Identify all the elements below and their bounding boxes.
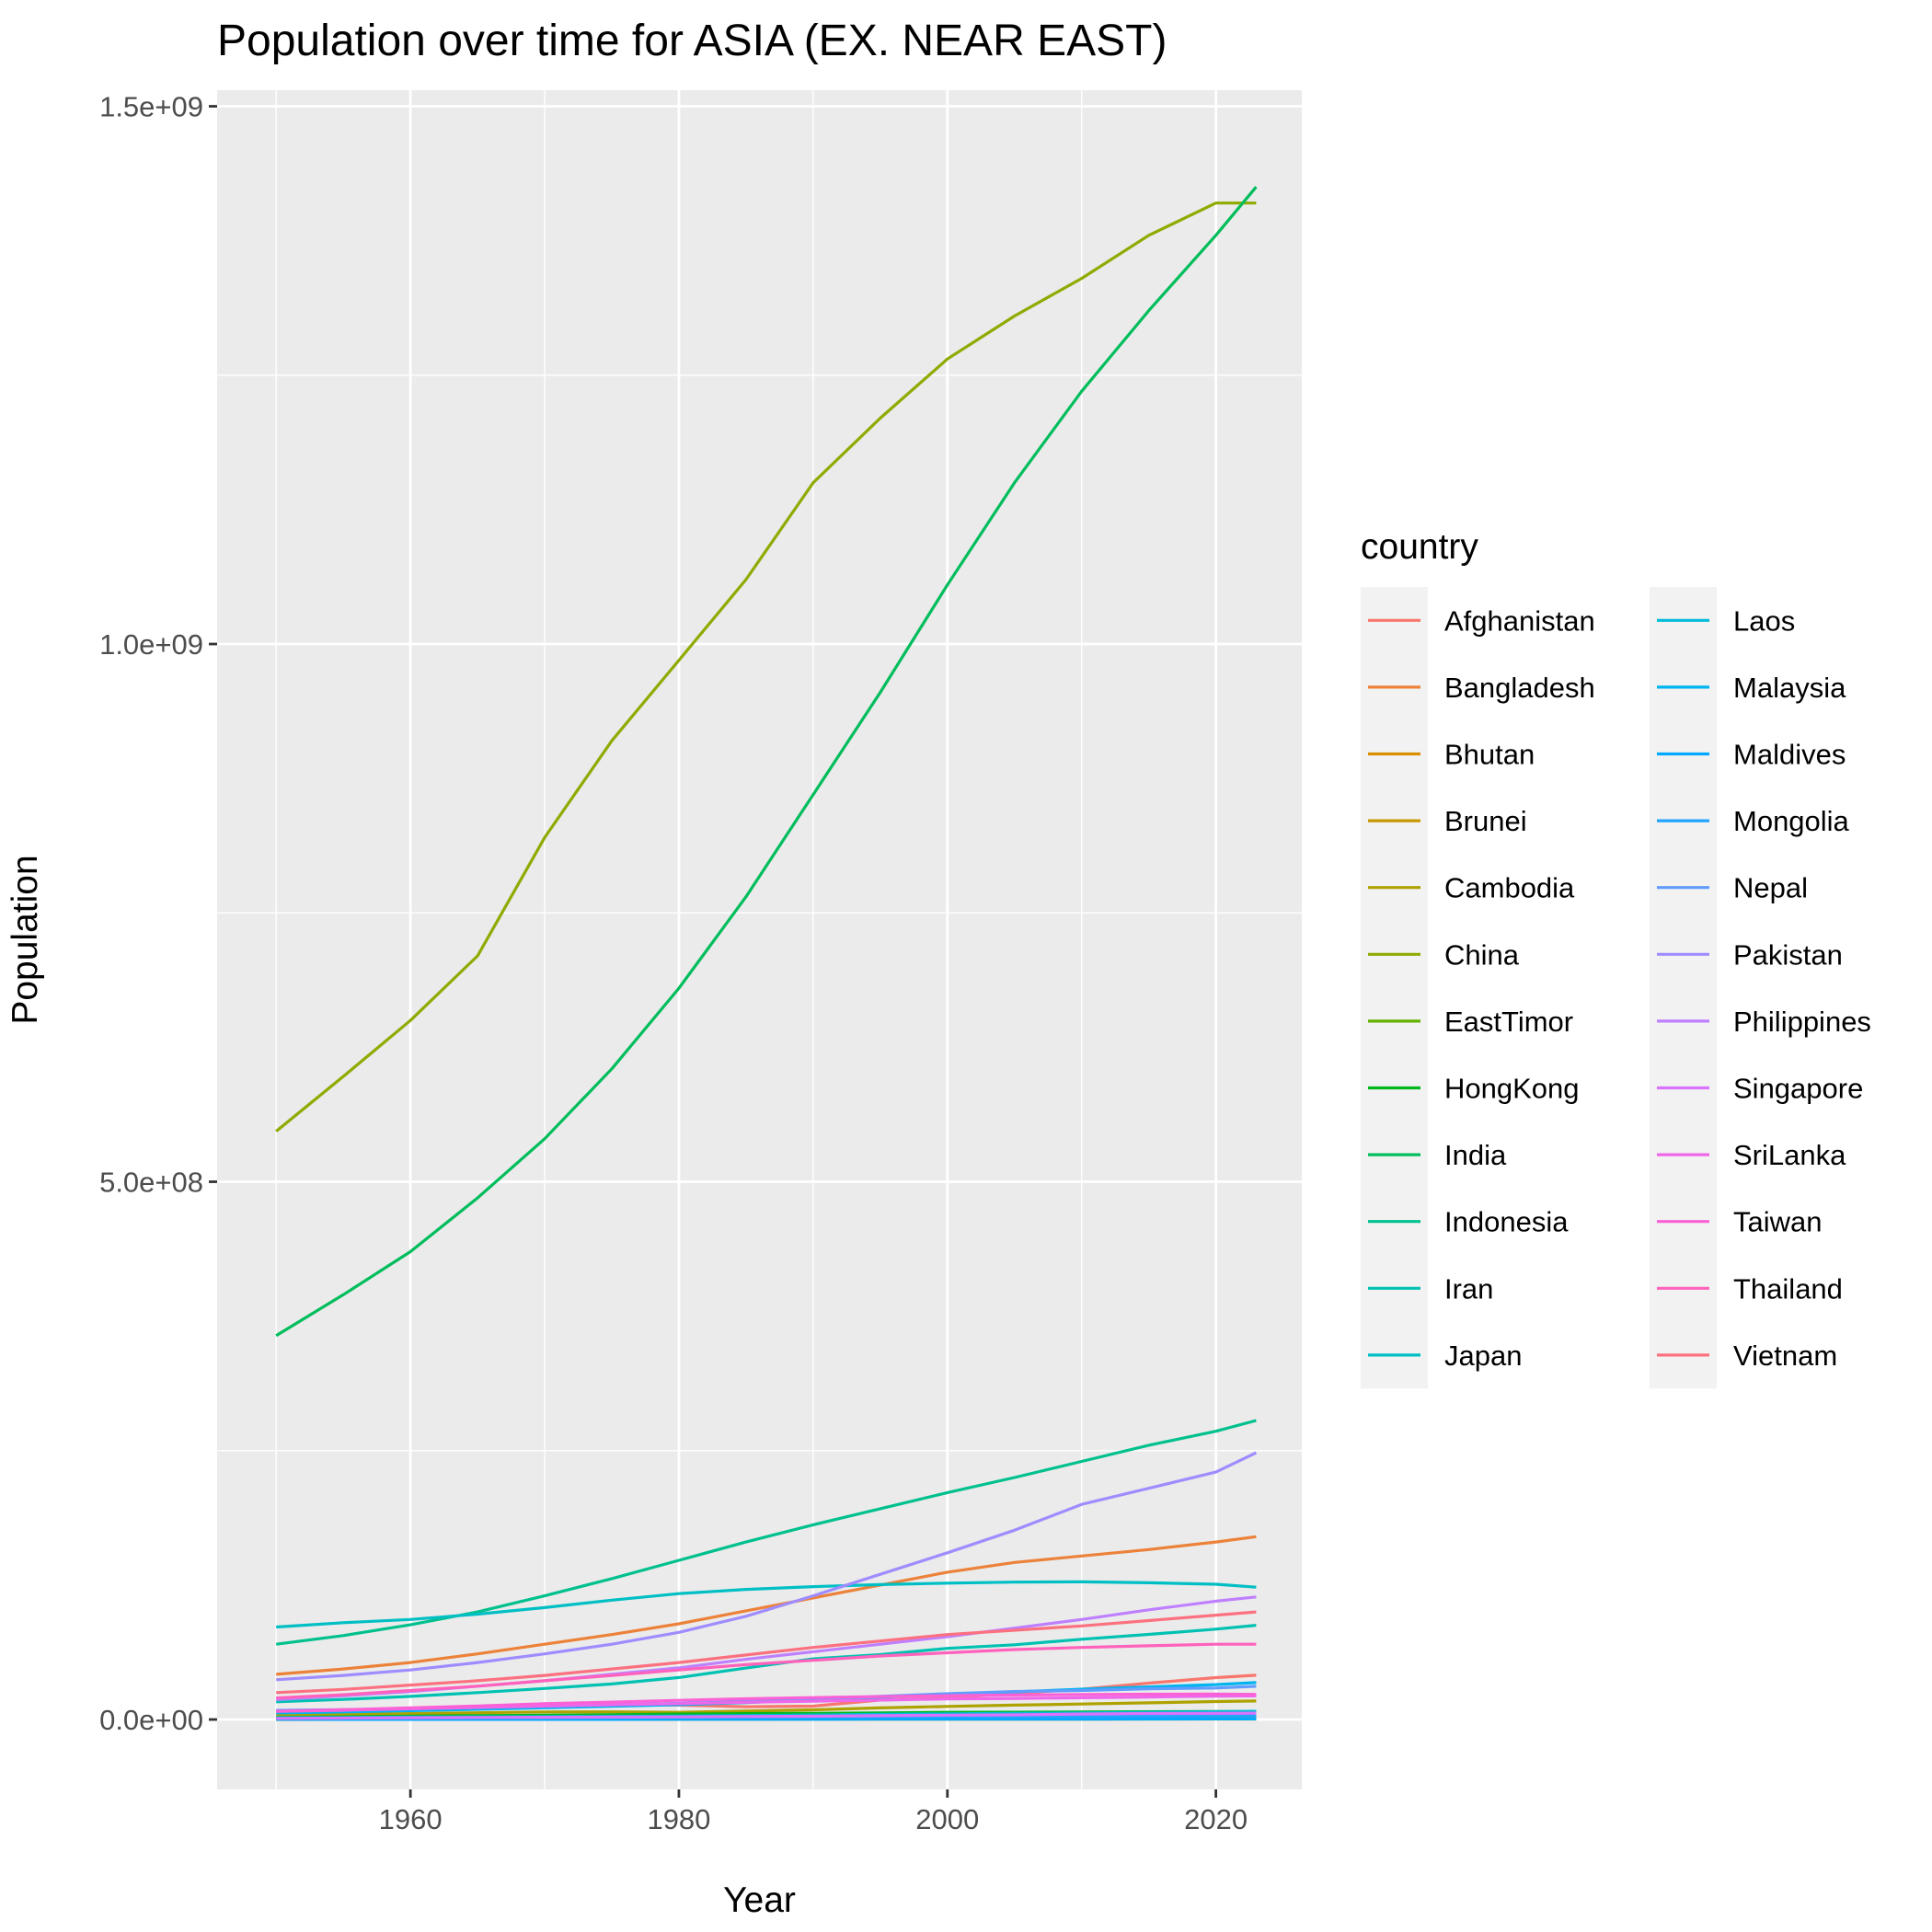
legend-label-brunei: Brunei [1444, 805, 1527, 837]
series-line-singapore [276, 1711, 1257, 1720]
chart-title: Population over time for ASIA (EX. NEAR … [217, 17, 1167, 65]
legend-label-vietnam: Vietnam [1733, 1340, 1837, 1372]
legend-title: country [1361, 527, 1478, 567]
x-axis: 1960 1980 2000 2020 [379, 1789, 1248, 1835]
legend-key-column [1650, 587, 1717, 1389]
series-lines [275, 186, 1258, 1721]
legend-label-laos: Laos [1733, 604, 1795, 637]
legend-label-iran: Iran [1444, 1272, 1493, 1305]
legend-label-singapore: Singapore [1733, 1073, 1863, 1105]
y-axis: 0.0e+00 5.0e+08 1.0e+09 1.5e+09 [99, 91, 217, 1736]
legend-label-easttimor: EastTimor [1444, 1006, 1573, 1038]
series-line-india [275, 186, 1258, 1338]
grid-minor [217, 90, 1302, 1789]
legend-label-mongolia: Mongolia [1733, 805, 1850, 837]
legend-label-bhutan: Bhutan [1444, 739, 1535, 771]
legend-label-maldives: Maldives [1733, 739, 1846, 771]
x-tick-label: 2000 [915, 1803, 979, 1835]
legend-label-hongkong: HongKong [1444, 1073, 1580, 1105]
series-line-china [275, 201, 1257, 1133]
legend-key-column [1361, 587, 1428, 1389]
series-line-japan [276, 1580, 1257, 1629]
legend-label-philippines: Philippines [1733, 1006, 1871, 1038]
series-line-vietnam [276, 1610, 1257, 1695]
series-line-taiwan [276, 1692, 1257, 1713]
legend: country Afghanistan Bangladesh Bhutan Brune… [1361, 527, 1871, 1389]
x-tick-label: 1980 [647, 1803, 710, 1835]
series-line-cambodia [276, 1699, 1257, 1717]
series-line-bangladesh [276, 1535, 1257, 1676]
legend-label-pakistan: Pakistan [1733, 938, 1843, 971]
legend-label-malaysia: Malaysia [1733, 672, 1846, 704]
plot-panel [217, 90, 1302, 1789]
y-axis-title: Population [6, 855, 45, 1024]
legend-label-afghanistan: Afghanistan [1444, 604, 1595, 637]
legend-label-srilanka: SriLanka [1733, 1139, 1846, 1171]
legend-label-indonesia: Indonesia [1444, 1206, 1569, 1238]
y-tick-label: 1.5e+09 [99, 91, 203, 123]
series-line-indonesia [275, 1419, 1257, 1646]
legend-label-cambodia: Cambodia [1444, 872, 1575, 904]
y-tick-label: 0.0e+00 [99, 1704, 203, 1736]
y-tick-label: 1.0e+09 [99, 628, 203, 661]
series-line-pakistan [276, 1451, 1258, 1682]
series-line-thailand [276, 1642, 1257, 1700]
x-tick-label: 2020 [1184, 1803, 1248, 1835]
x-axis-title: Year [723, 1880, 796, 1920]
legend-label-bangladesh: Bangladesh [1444, 672, 1595, 704]
legend-label-nepal: Nepal [1733, 872, 1808, 904]
legend-label-india: India [1444, 1139, 1507, 1171]
legend-label-taiwan: Taiwan [1733, 1206, 1823, 1238]
y-tick-label: 5.0e+08 [99, 1167, 203, 1199]
legend-label-china: China [1444, 938, 1520, 971]
legend-label-japan: Japan [1444, 1340, 1522, 1372]
x-tick-label: 1960 [379, 1803, 443, 1835]
legend-label-thailand: Thailand [1733, 1272, 1843, 1305]
